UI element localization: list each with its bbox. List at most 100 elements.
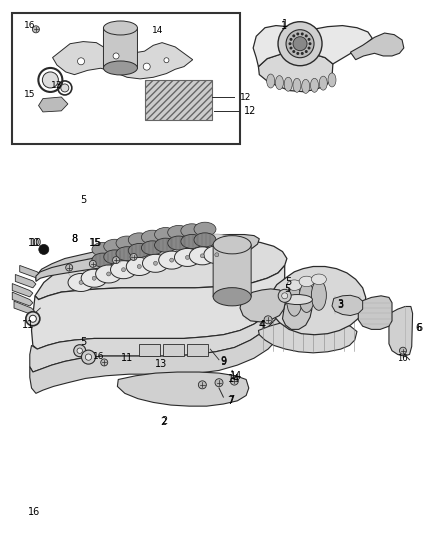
- Text: 9: 9: [220, 358, 226, 367]
- Text: 13: 13: [51, 81, 63, 90]
- Polygon shape: [36, 249, 141, 281]
- Circle shape: [39, 245, 49, 254]
- Circle shape: [278, 22, 322, 66]
- Text: 1: 1: [282, 19, 288, 29]
- Ellipse shape: [81, 257, 107, 276]
- Circle shape: [289, 42, 292, 45]
- Polygon shape: [253, 26, 372, 67]
- Ellipse shape: [128, 233, 150, 247]
- Polygon shape: [30, 277, 285, 372]
- Circle shape: [130, 253, 137, 261]
- Circle shape: [170, 258, 174, 262]
- Circle shape: [77, 348, 82, 353]
- Ellipse shape: [213, 288, 251, 306]
- Text: 7: 7: [228, 395, 234, 405]
- Ellipse shape: [189, 247, 215, 265]
- Polygon shape: [53, 42, 193, 79]
- Ellipse shape: [104, 239, 126, 253]
- Circle shape: [153, 261, 158, 265]
- Ellipse shape: [174, 237, 201, 255]
- Circle shape: [308, 42, 311, 45]
- Polygon shape: [35, 239, 287, 300]
- Text: 11: 11: [121, 353, 133, 363]
- Ellipse shape: [95, 265, 122, 283]
- Ellipse shape: [276, 76, 283, 90]
- Circle shape: [89, 260, 96, 268]
- Ellipse shape: [204, 246, 230, 264]
- Ellipse shape: [103, 21, 138, 35]
- Text: 5: 5: [284, 284, 290, 294]
- Text: 15: 15: [89, 238, 102, 247]
- Text: 8: 8: [71, 234, 78, 244]
- Text: 6: 6: [415, 323, 421, 333]
- Ellipse shape: [128, 244, 150, 257]
- Circle shape: [143, 63, 150, 70]
- Ellipse shape: [68, 262, 94, 280]
- Ellipse shape: [126, 246, 152, 264]
- Circle shape: [307, 46, 311, 50]
- Ellipse shape: [299, 276, 314, 287]
- Circle shape: [278, 289, 291, 302]
- Bar: [12, 13, 240, 144]
- Circle shape: [292, 50, 295, 53]
- Text: 16: 16: [28, 507, 40, 516]
- Text: 13: 13: [155, 359, 167, 368]
- Circle shape: [81, 350, 95, 364]
- Polygon shape: [39, 97, 68, 112]
- Circle shape: [92, 276, 96, 280]
- Circle shape: [264, 316, 272, 324]
- Polygon shape: [32, 265, 285, 349]
- Circle shape: [113, 53, 119, 59]
- Polygon shape: [36, 235, 259, 280]
- Ellipse shape: [181, 235, 203, 248]
- Text: 6: 6: [417, 323, 423, 333]
- Text: 10: 10: [28, 238, 40, 247]
- Ellipse shape: [267, 74, 275, 88]
- Ellipse shape: [142, 254, 169, 272]
- Ellipse shape: [155, 228, 177, 241]
- Ellipse shape: [311, 274, 326, 285]
- Ellipse shape: [159, 251, 185, 269]
- Ellipse shape: [189, 235, 215, 253]
- Text: 2: 2: [160, 417, 166, 427]
- Circle shape: [293, 37, 307, 51]
- Ellipse shape: [81, 269, 107, 287]
- Ellipse shape: [311, 78, 318, 92]
- Ellipse shape: [174, 248, 201, 266]
- Circle shape: [74, 345, 86, 357]
- Polygon shape: [269, 266, 366, 335]
- Circle shape: [61, 84, 69, 92]
- Ellipse shape: [319, 76, 327, 90]
- Ellipse shape: [110, 249, 137, 267]
- Ellipse shape: [328, 73, 336, 87]
- Text: 5: 5: [80, 195, 86, 205]
- Bar: [163, 344, 184, 356]
- FancyBboxPatch shape: [213, 245, 251, 297]
- Text: 8: 8: [71, 234, 78, 244]
- Ellipse shape: [311, 280, 326, 310]
- Circle shape: [301, 33, 304, 36]
- Circle shape: [185, 255, 190, 260]
- Circle shape: [215, 253, 219, 257]
- Bar: [145, 80, 212, 120]
- Ellipse shape: [116, 247, 138, 261]
- Circle shape: [292, 35, 295, 37]
- Polygon shape: [332, 295, 363, 316]
- Text: 5: 5: [285, 278, 291, 287]
- Circle shape: [305, 50, 308, 53]
- Circle shape: [66, 264, 73, 271]
- Circle shape: [305, 35, 308, 37]
- Polygon shape: [358, 296, 392, 329]
- Circle shape: [79, 280, 83, 285]
- Circle shape: [78, 58, 85, 65]
- Circle shape: [290, 38, 293, 41]
- Text: 3: 3: [338, 299, 344, 309]
- Text: 14: 14: [228, 375, 240, 384]
- Ellipse shape: [126, 257, 152, 276]
- Circle shape: [282, 293, 288, 299]
- Text: 5: 5: [80, 337, 86, 347]
- Circle shape: [42, 72, 58, 88]
- Ellipse shape: [213, 236, 251, 254]
- Ellipse shape: [104, 250, 126, 264]
- Text: 12: 12: [244, 106, 257, 116]
